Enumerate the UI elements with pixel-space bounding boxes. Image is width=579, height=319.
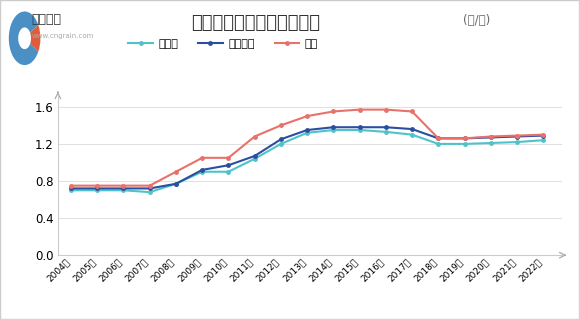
Legend: 早米稻, 中晚米稻, 米稻: 早米稻, 中晚米稻, 米稻 <box>124 34 323 53</box>
Text: 历年稻谷最低收购价格统计: 历年稻谷最低收购价格统计 <box>191 14 320 32</box>
Text: (元/斤): (元/斤) <box>463 14 490 27</box>
Wedge shape <box>9 11 38 65</box>
Text: 中华簮网: 中华簮网 <box>32 13 62 26</box>
Text: www.cngrain.com: www.cngrain.com <box>32 33 94 40</box>
Wedge shape <box>30 25 41 52</box>
